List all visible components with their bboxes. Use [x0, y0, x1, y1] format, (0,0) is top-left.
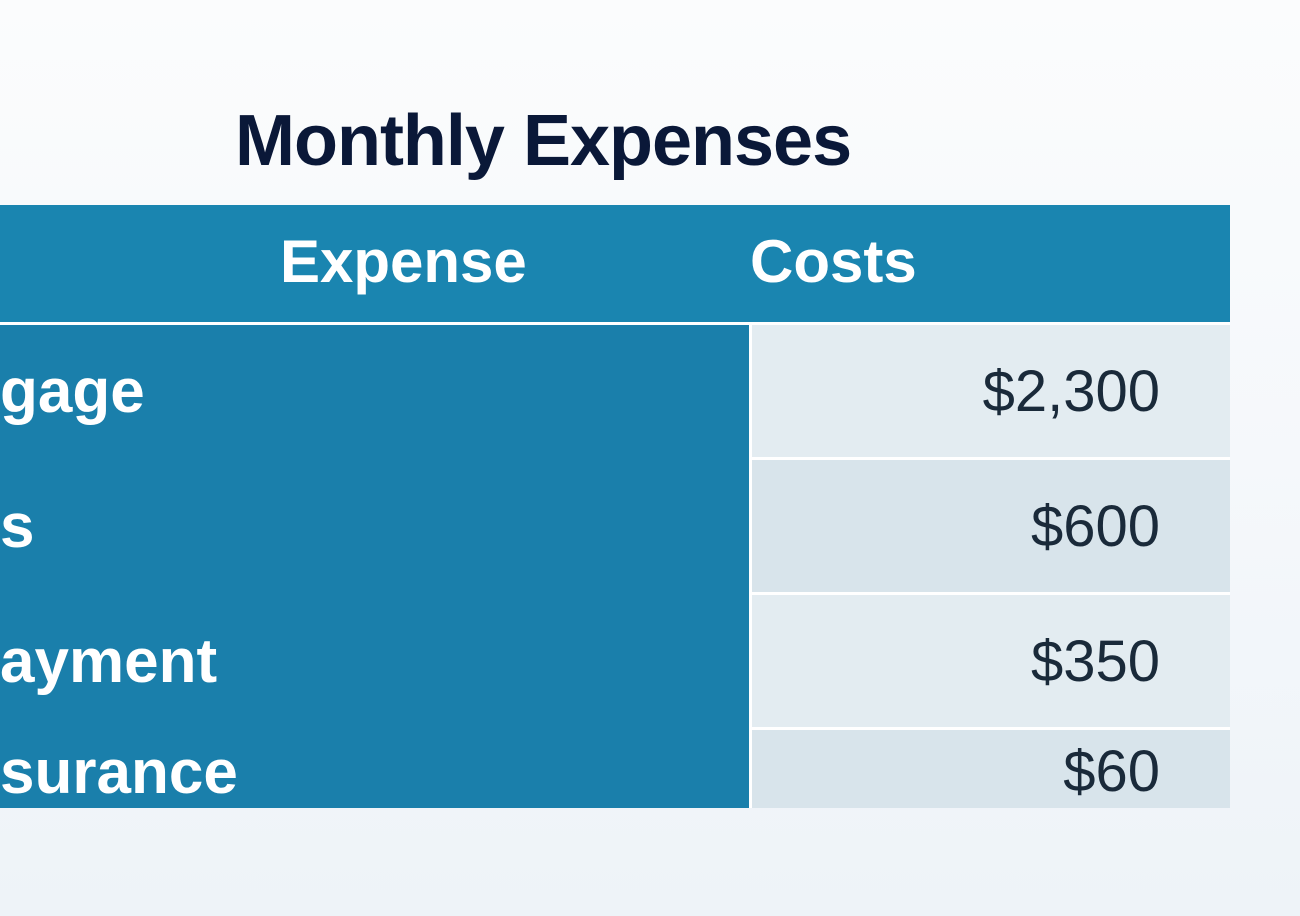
- cost-cell: $2,300: [750, 324, 1230, 459]
- table-row: s $600: [0, 459, 1230, 594]
- cost-cell: $600: [750, 459, 1230, 594]
- expense-cell: ayment: [0, 594, 750, 729]
- table-row: gage $2,300: [0, 324, 1230, 459]
- expense-cell: s: [0, 459, 750, 594]
- page-container: Monthly Expenses Expense Costs gage $2,3…: [0, 0, 1300, 916]
- column-header-costs: Costs: [750, 205, 1230, 324]
- cost-cell: $60: [750, 729, 1230, 808]
- column-header-expense: Expense: [0, 205, 750, 324]
- expense-table: Expense Costs gage $2,300 s $600 ayment …: [0, 205, 1230, 808]
- table-row: ayment $350: [0, 594, 1230, 729]
- cost-cell: $350: [750, 594, 1230, 729]
- table-row: surance $60: [0, 729, 1230, 808]
- expense-cell: gage: [0, 324, 750, 459]
- table-header-row: Expense Costs: [0, 205, 1230, 324]
- table-title: Monthly Expenses: [235, 100, 851, 182]
- expense-cell: surance: [0, 729, 750, 808]
